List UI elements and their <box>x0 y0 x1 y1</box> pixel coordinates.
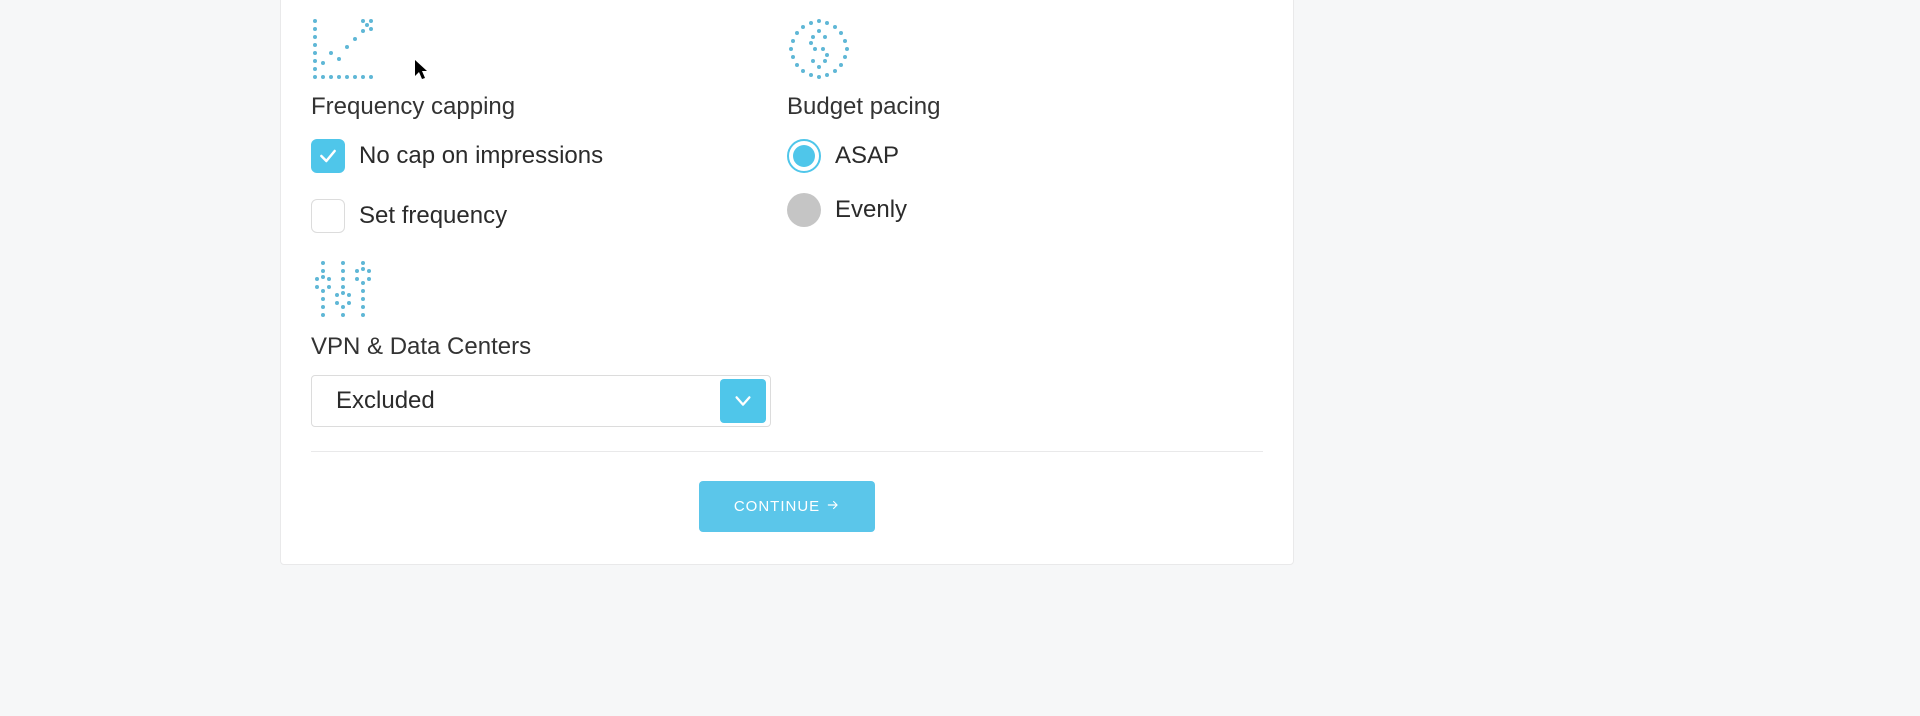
continue-label: CONTINUE <box>734 498 820 515</box>
set-frequency-label: Set frequency <box>359 202 507 230</box>
radio-asap[interactable]: ASAP <box>787 139 1263 173</box>
evenly-label: Evenly <box>835 196 907 224</box>
radio-evenly[interactable]: Evenly <box>787 193 1263 227</box>
sliders-icon <box>311 251 787 321</box>
radio-unselected-icon <box>787 193 821 227</box>
chevron-down-icon <box>720 379 766 423</box>
arrow-right-icon <box>826 498 840 516</box>
vpn-select-value: Excluded <box>336 387 720 415</box>
check-icon <box>311 139 345 173</box>
asap-label: ASAP <box>835 142 899 170</box>
dollar-circle-icon <box>787 11 1263 81</box>
chart-icon <box>311 11 787 81</box>
settings-card: Frequency capping No cap on impressions … <box>280 0 1294 565</box>
frequency-title: Frequency capping <box>311 93 787 121</box>
no-cap-label: No cap on impressions <box>359 142 603 170</box>
radio-selected-icon <box>787 139 821 173</box>
cursor-icon <box>415 60 431 80</box>
budget-title: Budget pacing <box>787 93 1263 121</box>
checkbox-set-frequency[interactable]: Set frequency <box>311 199 787 233</box>
unchecked-box-icon <box>311 199 345 233</box>
budget-column: Budget pacing ASAP Evenly <box>787 11 1263 233</box>
checkbox-no-cap[interactable]: No cap on impressions <box>311 139 787 173</box>
vpn-column: VPN & Data Centers Excluded <box>311 251 787 427</box>
top-row: Frequency capping No cap on impressions … <box>311 11 1263 233</box>
continue-button[interactable]: CONTINUE <box>699 481 875 532</box>
frequency-column: Frequency capping No cap on impressions … <box>311 11 787 233</box>
vpn-title: VPN & Data Centers <box>311 333 787 361</box>
vpn-select[interactable]: Excluded <box>311 375 771 427</box>
vpn-row: VPN & Data Centers Excluded <box>311 251 1263 427</box>
divider <box>311 451 1263 452</box>
